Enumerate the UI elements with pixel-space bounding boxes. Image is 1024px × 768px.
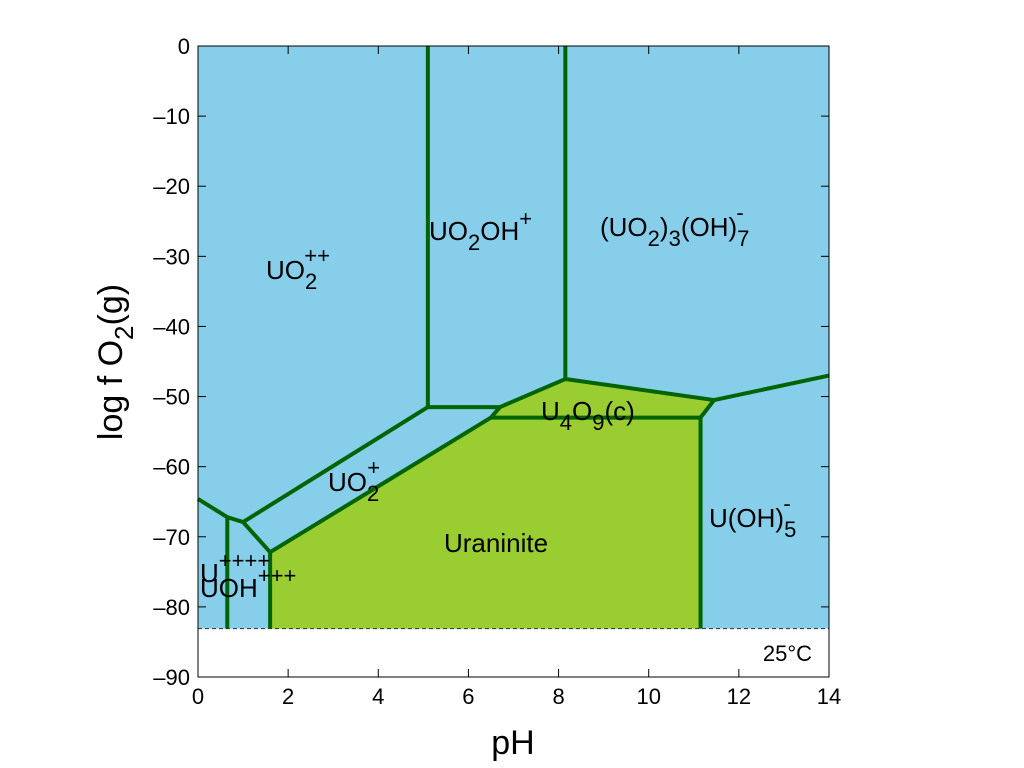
x-tick-label: 6 [462, 684, 474, 709]
field-label-uo23oh7: (UO2)3(OH)7- [600, 200, 749, 251]
mineral-field-0 [270, 417, 701, 629]
x-tick-label: 4 [372, 684, 384, 709]
y-tick-label: 0 [178, 34, 190, 59]
boundary-line-0 [196, 497, 272, 554]
axis-ticks: 0 2 4 6 8 10 12 14 0 –10 –20 –30 –40 –50 –60 –70 –80 –90 [153, 34, 841, 709]
y-tick-label: –80 [153, 595, 190, 620]
field-label-uo2p: UO2+ [328, 455, 380, 506]
y-tick-label: –50 [153, 385, 190, 410]
field-label-uraninite: Uraninite [444, 528, 548, 558]
boundary-line-6 [269, 415, 493, 554]
y-tick-label: –40 [153, 314, 190, 339]
y-tick-label: –90 [153, 665, 190, 690]
field-label-uo2ohp: UO2OH+ [429, 206, 532, 255]
boundary-line-10 [698, 398, 716, 629]
field-label-u4p: U++++ [200, 548, 270, 588]
y-tick-label: –20 [153, 174, 190, 199]
y-axis-label: log f O2(g) [92, 284, 139, 440]
field-label-u4o9: U4O9(c) [541, 396, 635, 435]
plot-frame [197, 45, 830, 678]
field-label-uo2pp: UO2++ [266, 243, 330, 294]
y-tick-label: –30 [153, 244, 190, 269]
boundary-line-3 [242, 405, 429, 524]
field-boundaries [196, 46, 830, 629]
y-tick-label: –10 [153, 104, 190, 129]
field-label-uoh3p: UOH+++ [200, 563, 296, 603]
x-tick-label: 10 [636, 684, 660, 709]
field-label-uoh5: U(OH)5- [709, 491, 796, 542]
x-axis-label: pH [491, 724, 534, 762]
x-tick-label: 12 [727, 684, 751, 709]
x-tick-label: 2 [282, 684, 294, 709]
x-tick-label: 14 [817, 684, 841, 709]
y-tick-label: –70 [153, 525, 190, 550]
temperature-label: 25°C [763, 641, 812, 666]
x-tick-label: 8 [552, 684, 564, 709]
x-tick-label: 0 [192, 684, 204, 709]
y-tick-label: –60 [153, 455, 190, 480]
